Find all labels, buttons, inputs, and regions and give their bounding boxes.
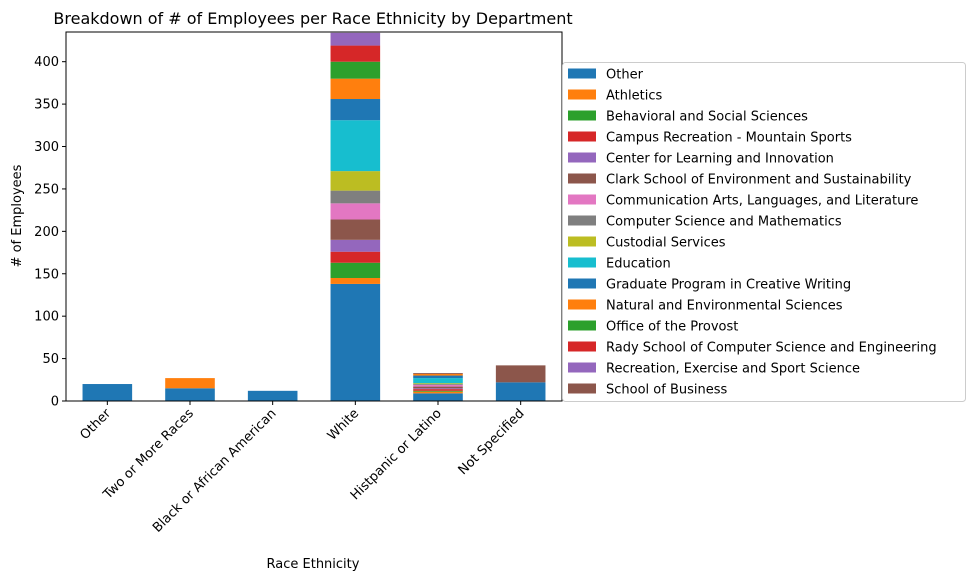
bar-segment-6-4 xyxy=(330,219,381,240)
legend-entry: Athletics xyxy=(606,89,662,104)
bar-segment-16-6 xyxy=(495,365,546,383)
legend-entry: Computer Science and Mathematics xyxy=(606,215,842,230)
legend-entry: Campus Recreation - Mountain Sports xyxy=(606,131,852,146)
y-tick-label: 100 xyxy=(34,310,59,325)
y-tick-label: 350 xyxy=(34,98,59,113)
bar-segment-2-4 xyxy=(330,278,381,284)
y-tick-label: 300 xyxy=(34,140,59,155)
bar-segment-10-5 xyxy=(413,378,463,384)
legend-swatch xyxy=(568,257,596,268)
bar-segment-1-5 xyxy=(413,393,463,401)
bar-segment-13-4 xyxy=(330,61,381,79)
bar-segment-3-5 xyxy=(413,390,463,392)
legend-entry: Behavioral and Social Sciences xyxy=(606,110,808,125)
legend-entry: Natural and Environmental Sciences xyxy=(606,299,843,314)
legend-swatch xyxy=(568,362,596,373)
bar-segment-2-5 xyxy=(413,391,463,394)
y-tick-label: 200 xyxy=(34,225,59,240)
legend-swatch xyxy=(568,383,596,394)
bar-segment-11-4 xyxy=(330,99,381,121)
legend-swatch xyxy=(568,278,596,289)
legend-swatch xyxy=(568,215,596,226)
bar-segment-4-5 xyxy=(413,389,463,391)
y-tick-label: 400 xyxy=(34,55,59,70)
legend-swatch xyxy=(568,131,596,142)
chart-title: Breakdown of # of Employees per Race Eth… xyxy=(53,9,572,28)
y-tick-label: 50 xyxy=(42,352,59,367)
legend-entry: Office of the Provost xyxy=(606,320,738,335)
y-tick-label: 250 xyxy=(34,182,59,197)
bars-group xyxy=(82,32,546,401)
bar-segment-9-5 xyxy=(413,383,463,385)
bar-segment-8-4 xyxy=(330,190,381,204)
bar-segment-7-4 xyxy=(330,203,381,220)
bar-segment-1-2 xyxy=(165,388,215,401)
bar-segment-1-3 xyxy=(247,390,298,401)
legend-swatch xyxy=(568,299,596,310)
legend-entry: Rady School of Computer Science and Engi… xyxy=(606,341,937,356)
y-tick-label: 0 xyxy=(51,395,59,410)
bar-segment-1-1 xyxy=(82,384,133,401)
legend-entry: Center for Learning and Innovation xyxy=(606,152,834,167)
bar-segment-7-5 xyxy=(413,384,463,387)
legend-swatch xyxy=(568,173,596,184)
bar-segment-1-6 xyxy=(495,382,546,401)
bar-segment-9-4 xyxy=(330,171,381,191)
legend-entry: Other xyxy=(606,68,644,83)
legend: Other Athletics Behavioral and Social Scie… xyxy=(562,62,966,402)
bar-segment-3-4 xyxy=(330,262,381,278)
y-tick-label: 150 xyxy=(34,267,59,282)
x-axis-label: Race Ethnicity xyxy=(267,557,360,572)
legend-swatch xyxy=(568,341,596,352)
legend-entry: Graduate Program in Creative Writing xyxy=(606,278,851,293)
bar-segment-5-5 xyxy=(413,388,463,390)
bar-segment-10-4 xyxy=(330,120,381,172)
legend-entry: Education xyxy=(606,257,671,272)
bar-segment-14-4 xyxy=(330,45,381,62)
legend-swatch xyxy=(568,194,596,205)
legend-entry: Recreation, Exercise and Sport Science xyxy=(606,362,860,377)
legend-swatch xyxy=(568,152,596,163)
bar-segment-15-4 xyxy=(330,32,381,46)
legend-box xyxy=(562,62,966,402)
bar-segment-1-4 xyxy=(330,283,381,401)
legend-entry: School of Business xyxy=(606,383,728,398)
bar-segment-4-4 xyxy=(330,251,381,263)
bar-segment-12-4 xyxy=(330,78,381,100)
y-axis-label: # of Employees xyxy=(10,164,25,267)
legend-entry: Communication Arts, Languages, and Liter… xyxy=(606,194,918,209)
bar-segment-11-5 xyxy=(413,375,463,379)
bar-segment-12-5 xyxy=(413,373,463,376)
bar-segment-16-5 xyxy=(413,373,463,374)
legend-swatch xyxy=(568,110,596,121)
legend-entry: Clark School of Environment and Sustaina… xyxy=(606,173,912,188)
legend-swatch xyxy=(568,89,596,100)
legend-swatch xyxy=(568,68,596,79)
legend-entry: Custodial Services xyxy=(606,236,726,251)
bar-segment-8-5 xyxy=(413,384,463,385)
legend-swatch xyxy=(568,236,596,247)
legend-swatch xyxy=(568,320,596,331)
bar-segment-2-2 xyxy=(165,378,215,389)
bar-segment-6-5 xyxy=(413,386,463,389)
bar-segment-5-4 xyxy=(330,239,381,252)
